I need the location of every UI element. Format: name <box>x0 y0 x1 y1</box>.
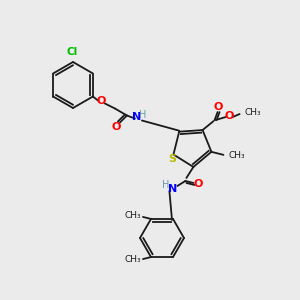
Text: CH₃: CH₃ <box>244 107 261 116</box>
Text: O: O <box>225 111 234 121</box>
Text: O: O <box>111 122 121 131</box>
Text: O: O <box>214 102 223 112</box>
Text: H: H <box>139 110 147 119</box>
Text: O: O <box>194 179 203 189</box>
Text: Cl: Cl <box>66 47 78 57</box>
Text: S: S <box>169 154 176 164</box>
Text: O: O <box>96 97 106 106</box>
Text: N: N <box>168 184 177 194</box>
Text: CH₃: CH₃ <box>124 212 141 220</box>
Text: H: H <box>162 180 169 190</box>
Text: CH₃: CH₃ <box>124 255 141 264</box>
Text: CH₃: CH₃ <box>228 151 245 160</box>
Text: N: N <box>132 112 142 122</box>
